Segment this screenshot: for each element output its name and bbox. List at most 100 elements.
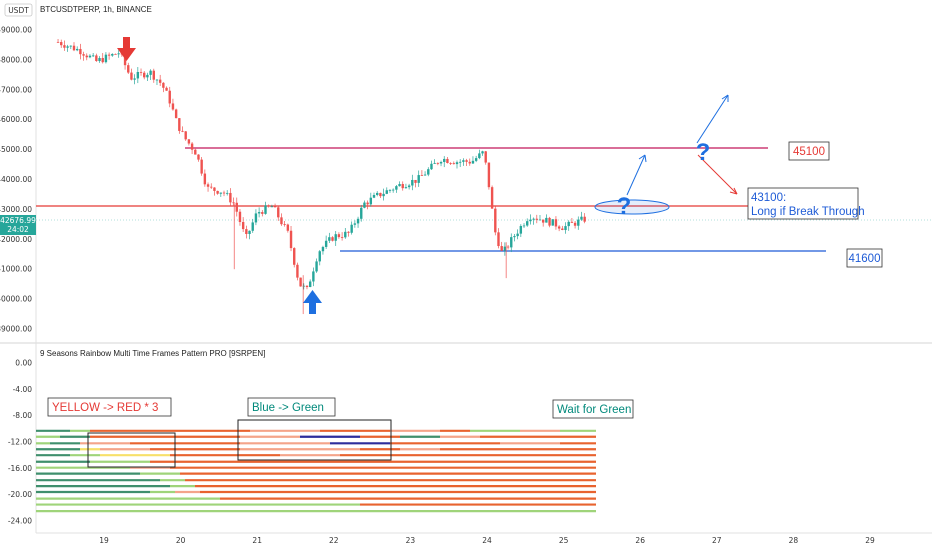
candle-body <box>114 53 117 55</box>
question-mark-icon[interactable]: ? <box>696 139 711 166</box>
candle-body <box>299 277 302 287</box>
price-tick-label: 43000.00 <box>0 205 32 214</box>
candle-body <box>213 187 216 191</box>
candle-body <box>187 139 191 144</box>
candle-body <box>353 223 357 225</box>
candle-body <box>379 192 382 197</box>
time-tick-label: 20 <box>176 536 186 545</box>
candle-body <box>321 246 325 252</box>
svg-text:45100: 45100 <box>793 146 825 158</box>
candle-body <box>60 42 63 46</box>
pattern-box-blue-green[interactable] <box>237 419 392 461</box>
currency-badge[interactable]: USDT <box>4 3 33 17</box>
candle-body <box>376 192 379 195</box>
rainbow-bands <box>36 429 596 513</box>
label-45100[interactable]: 45100 <box>788 141 830 161</box>
candle-body <box>318 251 321 262</box>
candle-body <box>75 48 79 51</box>
candle-body <box>216 190 219 194</box>
price-tick-label: 41000.00 <box>0 265 32 274</box>
candle-body <box>331 237 334 241</box>
candle-body <box>340 237 344 238</box>
candle-body <box>91 55 95 57</box>
candle-body <box>168 90 171 104</box>
candle-body <box>66 46 69 48</box>
indicator-title[interactable]: 9 Seasons Rainbow Multi Time Frames Patt… <box>40 349 265 358</box>
candle-body <box>551 219 554 226</box>
time-axis[interactable]: 19 20 21 22 23 24 25 26 27 28 29 <box>99 536 875 545</box>
candle-body <box>458 161 462 163</box>
time-tick-label: 21 <box>252 536 262 545</box>
candle-body <box>510 237 513 248</box>
candle-body <box>557 226 561 229</box>
candle-body <box>465 160 468 162</box>
label-blue-green[interactable]: Blue -> Green <box>247 397 336 417</box>
candle-body <box>200 159 203 174</box>
pattern-box-yellow-red[interactable] <box>87 432 176 468</box>
indicator-tick-label: -4.00 <box>13 385 33 394</box>
label-43100[interactable]: 43100: Long if Break Through <box>747 187 865 220</box>
candle-body <box>293 248 296 265</box>
price-tick-label: 39000.00 <box>0 325 32 334</box>
candle-body <box>235 202 238 212</box>
candle-body <box>222 192 226 194</box>
time-tick-label: 25 <box>559 536 569 545</box>
indicator-tick-label: -8.00 <box>13 411 33 420</box>
candle-body <box>360 207 363 219</box>
candle-body <box>529 219 532 222</box>
candle-body <box>312 271 315 282</box>
svg-text:YELLOW -> RED * 3: YELLOW -> RED * 3 <box>52 402 158 414</box>
candle-body <box>257 212 261 214</box>
sell-arrow-icon[interactable] <box>117 37 136 61</box>
currency-badge-label: USDT <box>8 6 29 15</box>
candle-body <box>455 162 459 165</box>
price-axis[interactable]: 49000.00 48000.00 47000.00 46000.00 45000.00… <box>0 26 32 334</box>
candle-body <box>337 234 341 238</box>
candle-body <box>372 194 376 198</box>
candle-body <box>439 162 443 164</box>
current-price-tag: 42676.99 24:02 <box>0 215 36 235</box>
indicator-axis[interactable]: 0.00 -4.00 -8.00 -12.00 -16.00 -20.00 -24.00 <box>8 359 32 526</box>
candle-body <box>95 55 98 62</box>
price-tick-label: 40000.00 <box>0 295 32 304</box>
candle-body <box>270 206 274 208</box>
candle-body <box>123 54 127 66</box>
question-mark-icon[interactable]: ? <box>617 193 632 220</box>
buy-arrow-icon[interactable] <box>303 290 322 314</box>
projection-arrows[interactable] <box>626 94 738 196</box>
candle-body <box>516 233 519 237</box>
candle-body <box>583 216 586 222</box>
candle-body <box>174 109 178 119</box>
label-yellow-red[interactable]: YELLOW -> RED * 3 <box>47 397 172 417</box>
candle-body <box>181 130 184 132</box>
label-41600[interactable]: 41600 <box>846 248 883 268</box>
candle-body <box>554 219 558 227</box>
candle-body <box>139 72 143 73</box>
candle-body <box>541 219 545 223</box>
candle-body <box>210 186 213 188</box>
candle-body <box>369 197 373 205</box>
price-tick-label: 49000.00 <box>0 26 32 35</box>
time-tick-label: 22 <box>329 536 339 545</box>
price-tick-label: 44000.00 <box>0 175 32 184</box>
candle-body <box>232 202 235 204</box>
candle-body <box>101 58 104 63</box>
symbol-title[interactable]: BTCUSDTPERP, 1h, BINANCE <box>40 5 152 14</box>
candle-body <box>436 162 440 164</box>
candle-body <box>107 54 111 56</box>
candle-body <box>433 162 436 164</box>
candle-body <box>506 246 510 248</box>
candle-body <box>388 189 392 191</box>
breakout-zone-ellipse[interactable] <box>594 199 670 215</box>
label-wait-green[interactable]: Wait for Green <box>552 399 634 419</box>
candle-body <box>564 226 567 231</box>
candle-body <box>136 72 140 79</box>
price-tick-label: 47000.00 <box>0 85 32 94</box>
candle-body <box>178 118 181 131</box>
candle-body <box>417 175 420 183</box>
candle-body <box>423 174 427 176</box>
candle-body <box>88 55 92 58</box>
time-tick-label: 24 <box>482 536 492 545</box>
candle-body <box>72 45 76 51</box>
